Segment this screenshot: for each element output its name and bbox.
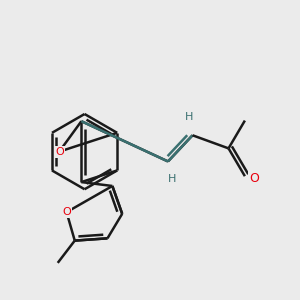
Text: H: H	[168, 174, 176, 184]
Text: O: O	[55, 147, 64, 157]
Text: O: O	[62, 207, 71, 217]
Text: H: H	[184, 112, 193, 122]
Text: O: O	[249, 172, 259, 185]
